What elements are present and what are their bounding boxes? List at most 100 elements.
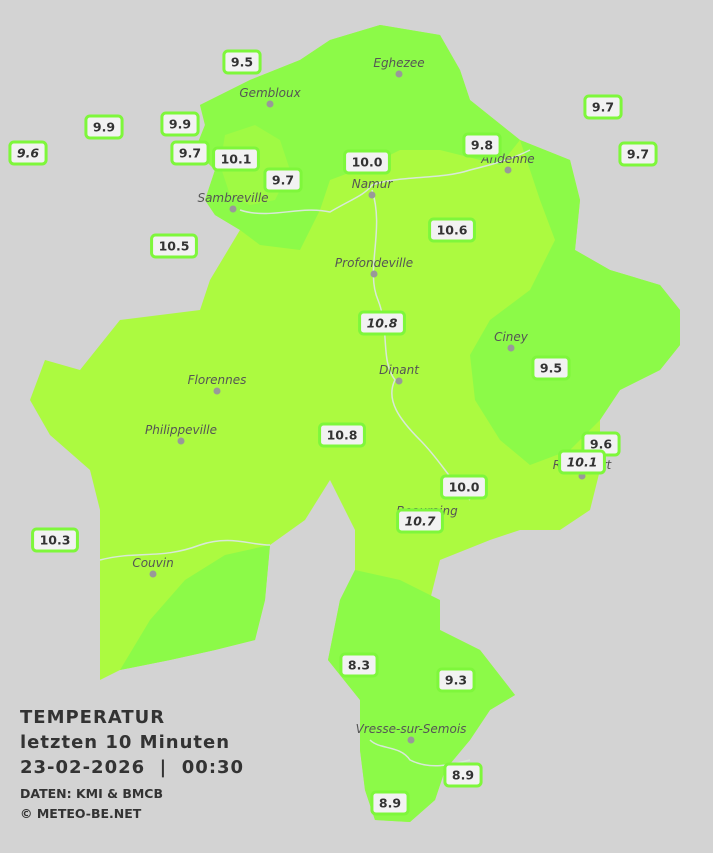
station-value: 10.8 <box>367 316 398 331</box>
station: 9.9 <box>160 111 200 137</box>
station-value: 10.3 <box>40 533 71 548</box>
station-value: 9.8 <box>471 138 493 153</box>
station-box <box>170 140 210 166</box>
station: 10.8 <box>358 310 406 336</box>
station: 9.6 <box>8 140 48 166</box>
station: 9.7 <box>583 94 623 120</box>
legend-source: DATEN: KMI & BMCB <box>20 786 163 801</box>
station: 9.5 <box>222 49 262 75</box>
city-dot <box>504 166 512 174</box>
zone-east <box>470 140 680 465</box>
station-value: 9.7 <box>592 100 614 115</box>
station-box <box>31 527 79 553</box>
station-value: 8.9 <box>452 768 474 783</box>
station: 10.6 <box>428 217 476 243</box>
legend-title: TEMPERATUR <box>20 707 165 728</box>
station-value: 10.8 <box>327 428 358 443</box>
station-value: 10.6 <box>437 223 468 238</box>
city-label: Couvin <box>132 556 173 570</box>
city-label: Eghezee <box>373 56 424 70</box>
station-box <box>558 449 606 475</box>
city-dot <box>177 437 185 445</box>
station-box <box>222 49 262 75</box>
station-box <box>150 233 198 259</box>
station: 9.7 <box>618 141 658 167</box>
city-dot <box>149 570 157 578</box>
station-box <box>583 94 623 120</box>
station-box <box>436 667 476 693</box>
station-box <box>212 146 260 172</box>
station-value: 9.7 <box>179 146 201 161</box>
zone-south-west <box>120 545 270 670</box>
station-value: 9.9 <box>93 120 115 135</box>
station-box <box>84 114 124 140</box>
station-box <box>396 508 444 534</box>
station-box <box>160 111 200 137</box>
station-value: 10.1 <box>567 455 598 470</box>
station: 8.9 <box>370 790 410 816</box>
city-label: Ciney <box>494 330 529 344</box>
station-box <box>531 355 571 381</box>
city-label: Namur <box>352 177 394 191</box>
station: 8.9 <box>443 762 483 788</box>
station: 10.0 <box>440 474 488 500</box>
station-box <box>263 167 303 193</box>
station: 10.1 <box>212 146 260 172</box>
city-label: Profondeville <box>335 256 413 270</box>
station: 9.8 <box>462 132 502 158</box>
station-value: 9.5 <box>540 361 562 376</box>
station: 10.7 <box>396 508 444 534</box>
station: 9.7 <box>263 167 303 193</box>
station-box <box>318 422 366 448</box>
station: 9.5 <box>531 355 571 381</box>
station: 9.7 <box>170 140 210 166</box>
city-label: Dinant <box>379 363 420 377</box>
station-value: 9.7 <box>627 147 649 162</box>
station-layer: 9.5 9.9 9.9 9.6 9.7 10.1 9.7 10.0 9.8 9.7 9.7 10.5 1… <box>8 49 658 816</box>
station-value: 10.0 <box>352 155 383 170</box>
legend-copyright: © METEO-BE.NET <box>20 806 142 821</box>
station-box <box>8 140 48 166</box>
station-box <box>443 762 483 788</box>
station-box <box>358 310 406 336</box>
station: 10.3 <box>31 527 79 553</box>
station-value: 10.0 <box>449 480 480 495</box>
city-dot <box>229 205 237 213</box>
station: 10.1 <box>558 449 606 475</box>
station-value: 10.7 <box>405 514 436 529</box>
station-value: 10.1 <box>221 152 252 167</box>
station-value: 10.5 <box>159 239 190 254</box>
station-box <box>618 141 658 167</box>
station-box <box>339 652 379 678</box>
station-value: 9.6 <box>590 437 612 452</box>
station-value: 9.3 <box>445 673 467 688</box>
city-label: Vresse-sur-Semois <box>356 722 467 736</box>
city-dot <box>395 377 403 385</box>
station: 10.5 <box>150 233 198 259</box>
city-label: Sambreville <box>197 191 268 205</box>
city-dot <box>407 736 415 744</box>
station-value: 8.9 <box>379 796 401 811</box>
station-value: 9.7 <box>272 173 294 188</box>
city-label: Gembloux <box>239 86 301 100</box>
station-box <box>440 474 488 500</box>
station: 8.3 <box>339 652 379 678</box>
station: 10.8 <box>318 422 366 448</box>
station-box <box>428 217 476 243</box>
city-dot <box>395 70 403 78</box>
station: 10.0 <box>343 149 391 175</box>
city-dot <box>213 387 221 395</box>
city-label: Philippeville <box>145 423 217 437</box>
city-dot <box>370 270 378 278</box>
city-dot <box>368 191 376 199</box>
station-box <box>462 132 502 158</box>
station-box <box>370 790 410 816</box>
city-dot <box>266 100 274 108</box>
legend-timestamp: 23-02-2026 | 00:30 <box>20 757 244 778</box>
station: 9.3 <box>436 667 476 693</box>
station-value: 9.5 <box>231 55 253 70</box>
station-value: 8.3 <box>348 658 370 673</box>
station-value: 9.9 <box>169 117 191 132</box>
legend-subtitle: letzten 10 Minuten <box>20 732 230 753</box>
